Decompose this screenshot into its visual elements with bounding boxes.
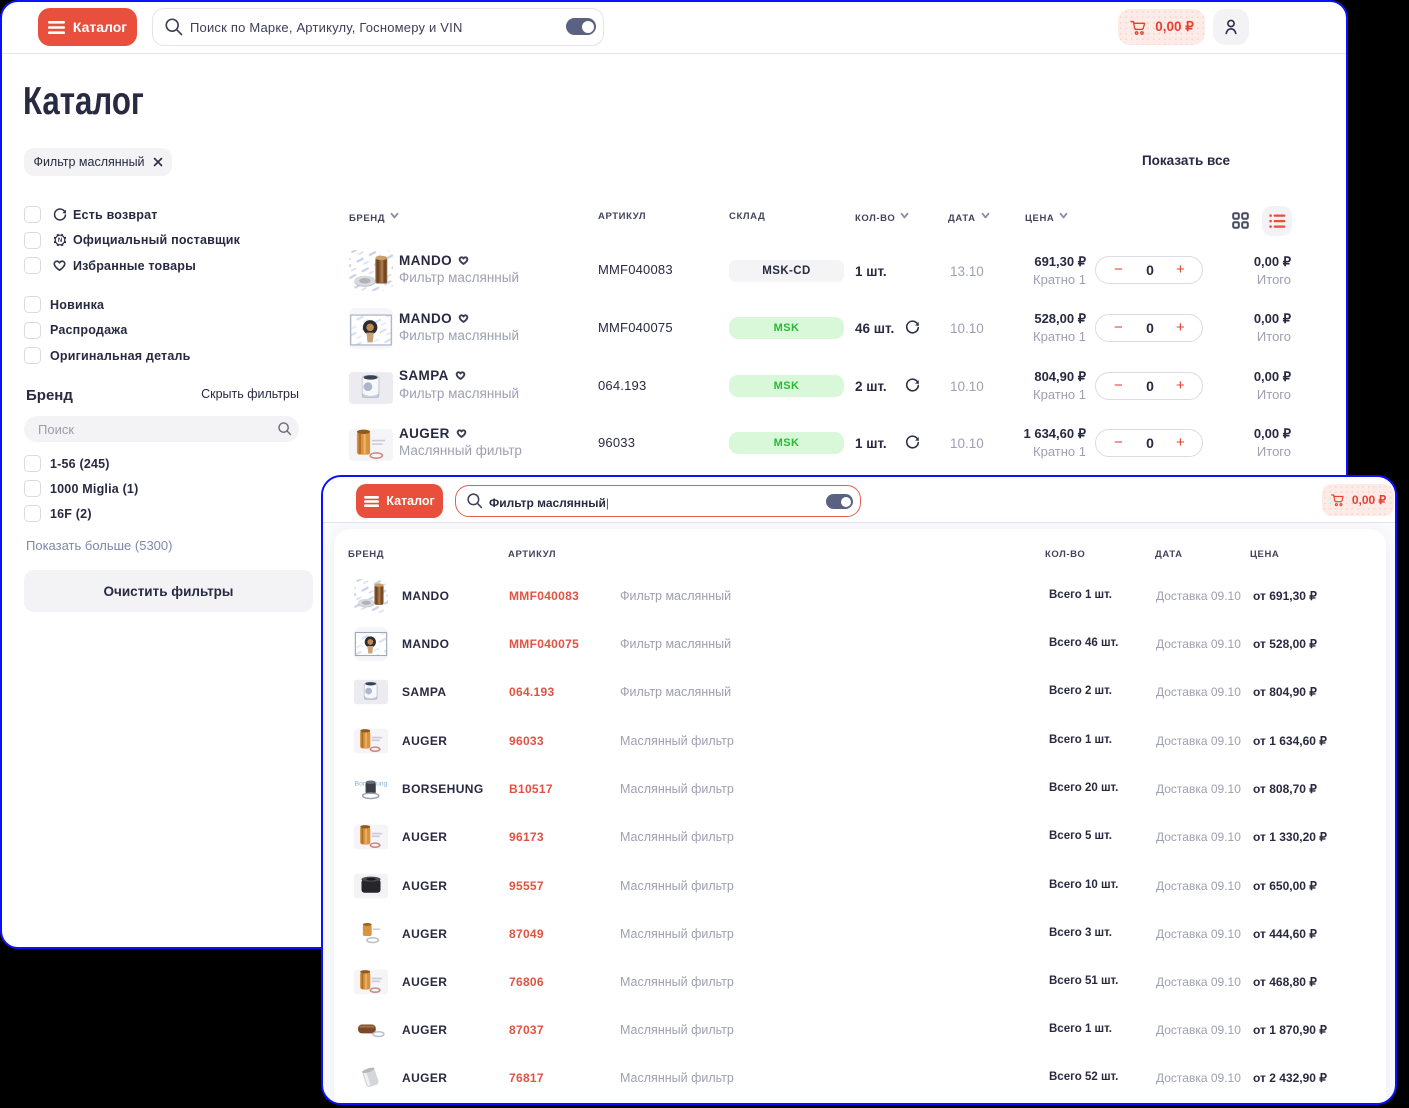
svg-text:N: N bbox=[58, 238, 62, 244]
